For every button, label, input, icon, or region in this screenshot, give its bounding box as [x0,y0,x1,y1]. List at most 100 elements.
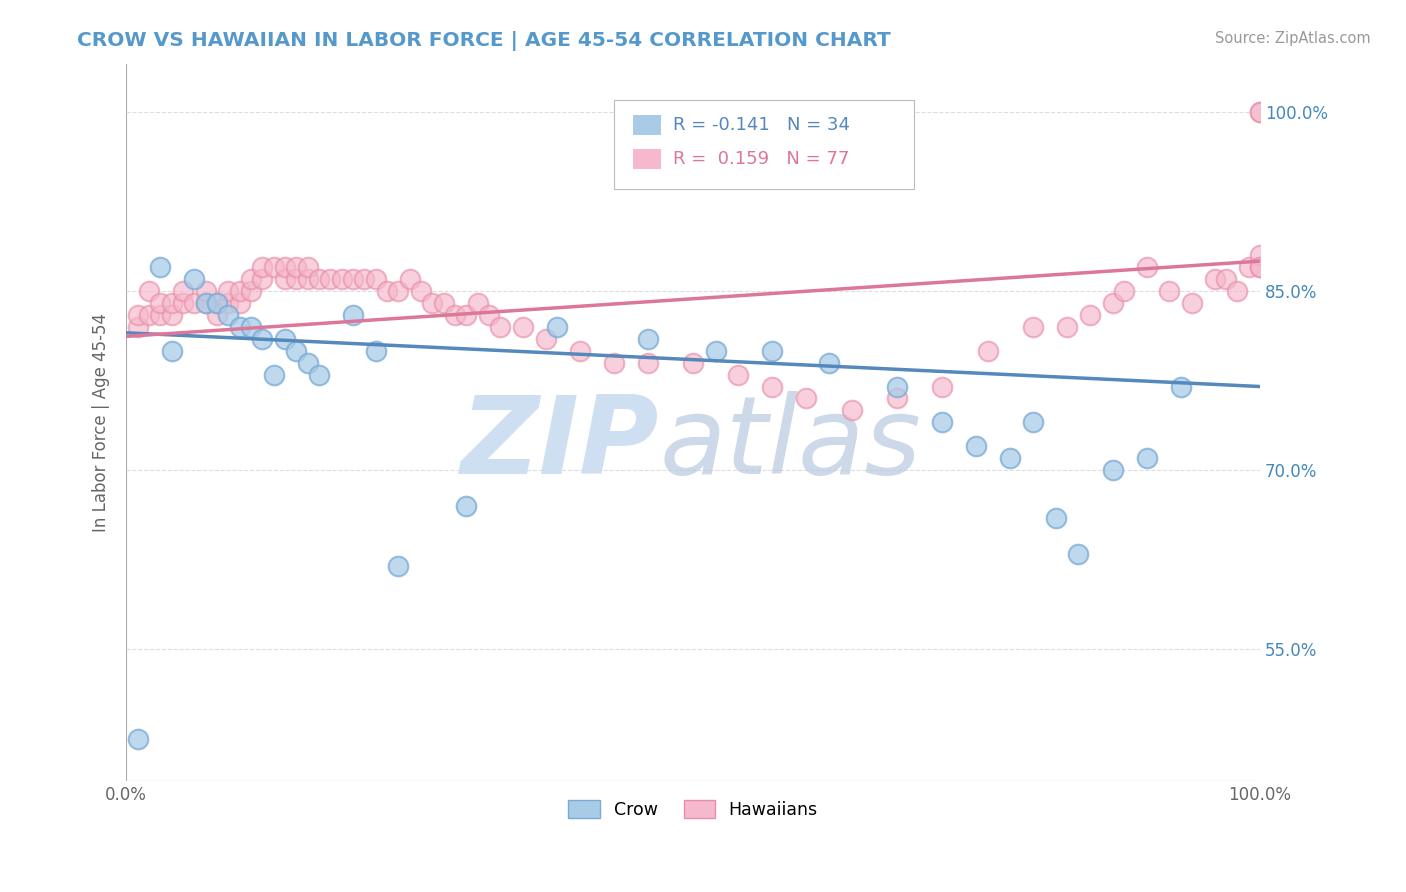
Point [456,308,478,322]
FancyBboxPatch shape [614,100,914,189]
Legend: Crow, Hawaiians: Crow, Hawaiians [561,793,825,826]
Point [1067,547,1090,561]
Point [1226,284,1249,298]
Point [240,284,263,298]
Point [263,260,285,274]
Point [217,308,239,322]
Point [1112,284,1135,298]
Point [228,284,250,298]
Point [761,343,783,358]
Point [931,415,953,429]
Point [308,272,330,286]
Point [467,296,489,310]
Point [1215,272,1237,286]
Point [1022,415,1045,429]
Point [297,272,319,286]
Point [1237,260,1260,274]
Point [285,272,308,286]
Point [205,296,228,310]
Point [796,392,818,406]
Point [886,392,908,406]
Point [1000,451,1022,466]
Point [1078,308,1101,322]
Point [1170,379,1192,393]
Point [512,319,534,334]
Point [217,296,239,310]
Point [546,319,568,334]
Point [444,308,467,322]
Point [274,272,297,286]
Point [274,332,297,346]
Point [1135,260,1157,274]
Point [353,272,375,286]
Point [217,284,239,298]
Point [297,356,319,370]
Text: R =  0.159   N = 77: R = 0.159 N = 77 [672,151,849,169]
Point [1022,319,1045,334]
Point [240,319,263,334]
Point [931,379,953,393]
Point [456,499,478,513]
Point [1204,272,1226,286]
Point [228,296,250,310]
Point [252,260,274,274]
Point [205,308,228,322]
Point [1249,260,1271,274]
Point [478,308,501,322]
Point [886,379,908,393]
Point [252,272,274,286]
Point [127,731,149,746]
Point [534,332,557,346]
Point [183,272,205,286]
Point [285,343,308,358]
Point [172,296,194,310]
Point [977,343,1000,358]
Point [727,368,749,382]
Point [160,308,183,322]
Point [149,308,172,322]
Point [308,368,330,382]
Point [330,272,353,286]
Y-axis label: In Labor Force | Age 45-54: In Labor Force | Age 45-54 [93,313,110,532]
Point [160,343,183,358]
Point [398,272,420,286]
Point [364,343,387,358]
Text: atlas: atlas [659,392,921,496]
Point [1045,511,1067,525]
Point [1249,104,1271,119]
Point [1249,104,1271,119]
Point [240,272,263,286]
Point [149,260,172,274]
Point [704,343,727,358]
Point [433,296,456,310]
Point [1101,296,1123,310]
FancyBboxPatch shape [633,115,661,135]
Point [127,319,149,334]
Point [387,558,409,573]
Text: ZIP: ZIP [461,391,659,497]
Point [682,356,704,370]
Point [172,284,194,298]
Point [342,308,364,322]
Point [637,356,659,370]
Point [205,296,228,310]
Point [1159,284,1181,298]
Point [489,319,512,334]
Point [194,296,217,310]
Point [422,296,444,310]
Point [1249,260,1271,274]
Point [160,296,183,310]
Text: Source: ZipAtlas.com: Source: ZipAtlas.com [1215,31,1371,46]
Point [603,356,626,370]
Point [1101,463,1123,477]
Point [252,332,274,346]
Point [228,319,250,334]
Point [183,296,205,310]
Point [568,343,591,358]
Text: R = -0.141   N = 34: R = -0.141 N = 34 [672,116,849,134]
Point [263,368,285,382]
Point [966,439,988,453]
Point [342,272,364,286]
Point [138,308,160,322]
Point [149,296,172,310]
